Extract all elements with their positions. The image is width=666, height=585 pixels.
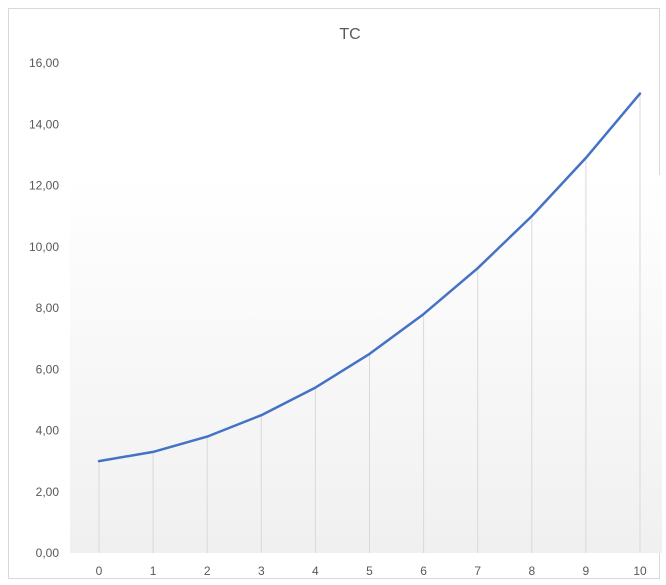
series-line-tc: [97, 92, 642, 463]
drop-lines: [98, 93, 641, 553]
series-lines: [97, 92, 642, 463]
x-tick-label: 6: [420, 564, 427, 578]
y-tick-label: 4,00: [36, 424, 60, 438]
x-tick-label: 1: [150, 564, 157, 578]
x-tick-label: 4: [312, 564, 319, 578]
y-tick-label: 12,00: [29, 179, 59, 193]
y-tick-label: 14,00: [29, 117, 59, 131]
x-tick-label: 9: [583, 564, 590, 578]
plot-area-background: [70, 175, 662, 553]
x-tick-label: 3: [258, 564, 265, 578]
chart-title: TC: [339, 26, 360, 43]
x-tick-label: 10: [633, 564, 647, 578]
x-tick-label: 8: [528, 564, 535, 578]
y-tick-label: 10,00: [29, 240, 59, 254]
y-axis-tick-labels: 0,00 2,00 4,00 6,00 8,00 10,00 12,00 14,00 16,00: [29, 56, 59, 560]
y-tick-label: 16,00: [29, 56, 59, 70]
x-tick-label: 0: [96, 564, 103, 578]
x-axis-tick-labels: 0 1 2 3 4 5 6 7 8 9 10: [96, 564, 647, 578]
y-tick-label: 8,00: [36, 301, 60, 315]
y-tick-label: 0,00: [36, 546, 60, 560]
x-tick-label: 2: [204, 564, 211, 578]
x-tick-label: 5: [366, 564, 373, 578]
x-tick-label: 7: [474, 564, 481, 578]
y-tick-label: 2,00: [36, 485, 60, 499]
y-tick-label: 6,00: [36, 362, 60, 376]
